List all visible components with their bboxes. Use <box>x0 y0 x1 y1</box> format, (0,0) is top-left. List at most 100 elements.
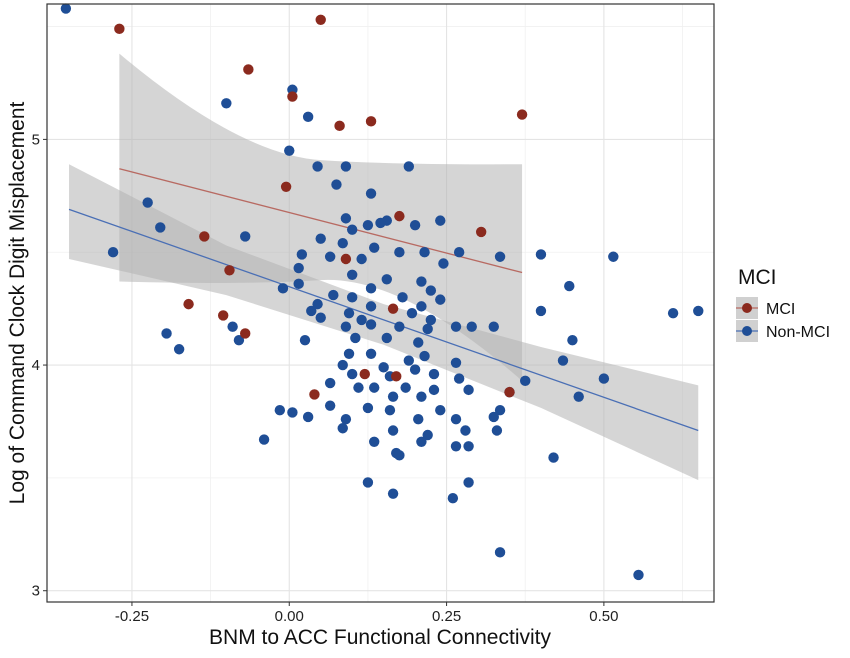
data-point-non-mci <box>416 276 427 287</box>
x-tick-label: 0.50 <box>589 608 618 625</box>
data-point-non-mci <box>296 249 308 260</box>
data-point-non-mci <box>466 321 477 332</box>
data-point-non-mci <box>362 402 374 414</box>
data-point-non-mci <box>463 441 474 452</box>
data-point-non-mci <box>227 321 238 332</box>
data-point-non-mci <box>343 307 355 319</box>
data-point-non-mci <box>463 384 474 396</box>
data-point-non-mci <box>491 425 503 436</box>
data-point-mci <box>315 14 326 25</box>
data-point-non-mci <box>337 238 348 249</box>
data-point-non-mci <box>438 258 449 269</box>
legend-key-dot-non-mci <box>742 326 752 336</box>
data-point-non-mci <box>488 411 499 423</box>
data-point-non-mci <box>328 289 339 301</box>
data-point-non-mci <box>403 161 415 172</box>
data-point-non-mci <box>324 377 336 389</box>
data-point-non-mci <box>693 305 704 317</box>
data-point-non-mci <box>365 301 377 312</box>
data-point-non-mci <box>312 161 323 172</box>
data-point-non-mci <box>381 332 392 344</box>
data-point-non-mci <box>324 400 336 411</box>
data-point-non-mci <box>287 407 298 418</box>
data-point-non-mci <box>369 242 380 253</box>
data-point-non-mci <box>453 247 465 258</box>
data-point-non-mci <box>346 368 358 380</box>
data-point-non-mci <box>378 362 389 373</box>
data-point-non-mci <box>233 335 245 346</box>
data-point-non-mci <box>564 280 575 292</box>
data-point-mci <box>504 386 515 398</box>
data-point-non-mci <box>428 368 440 380</box>
data-point-non-mci <box>302 411 314 423</box>
data-point-non-mci <box>397 292 408 303</box>
data-point-mci <box>309 389 320 400</box>
data-point-non-mci <box>394 247 405 258</box>
data-point-mci <box>475 226 487 238</box>
data-point-non-mci <box>365 319 377 330</box>
data-point-non-mci <box>274 404 286 416</box>
fit-line-non-mci <box>68 208 699 432</box>
data-point-non-mci <box>447 492 459 504</box>
data-point-non-mci <box>403 355 415 366</box>
data-point-non-mci <box>450 357 462 368</box>
data-point-mci <box>217 310 229 321</box>
data-point-non-mci <box>409 219 421 231</box>
data-point-non-mci <box>369 436 380 447</box>
y-tick-label: 5 <box>32 131 40 148</box>
data-point-non-mci <box>450 321 462 332</box>
data-point-non-mci <box>155 222 166 233</box>
data-point-non-mci <box>384 404 396 416</box>
data-point-non-mci <box>667 307 679 319</box>
data-point-non-mci <box>306 305 317 317</box>
data-point-non-mci <box>340 213 352 224</box>
data-point-non-mci <box>356 253 367 265</box>
x-tick-label: 0.25 <box>432 608 461 625</box>
data-point-non-mci <box>494 404 506 416</box>
data-point-non-mci <box>608 251 619 262</box>
data-point-mci <box>359 368 370 380</box>
data-point-non-mci <box>107 247 119 258</box>
data-point-non-mci <box>60 3 72 14</box>
data-point-non-mci <box>331 179 342 190</box>
data-point-non-mci <box>346 269 358 280</box>
data-point-non-mci <box>173 344 185 355</box>
data-point-non-mci <box>453 373 465 384</box>
data-point-non-mci <box>419 350 430 362</box>
data-point-non-mci <box>413 337 424 348</box>
data-point-non-mci <box>346 292 358 303</box>
data-point-non-mci <box>302 111 314 123</box>
data-point-non-mci <box>416 436 427 447</box>
data-point-mci <box>199 231 210 242</box>
confidence-bands <box>69 53 699 481</box>
data-point-non-mci <box>365 188 377 199</box>
data-point-non-mci <box>494 547 506 558</box>
data-point-non-mci <box>356 314 367 326</box>
confidence-band-mci <box>119 53 523 381</box>
data-point-non-mci <box>413 414 424 425</box>
data-point-non-mci <box>258 434 270 445</box>
data-point-non-mci <box>369 382 380 393</box>
data-point-non-mci <box>520 375 531 387</box>
data-point-non-mci <box>337 423 348 434</box>
data-point-non-mci <box>633 569 644 581</box>
data-point-non-mci <box>353 382 364 393</box>
data-point-non-mci <box>240 231 251 242</box>
data-point-non-mci <box>409 364 421 375</box>
confidence-band-non-mci <box>69 164 699 481</box>
data-point-non-mci <box>494 251 506 262</box>
x-axis-ticks: -0.25 0.00 0.25 0.50 <box>115 602 618 625</box>
data-point-non-mci <box>535 305 547 317</box>
data-point-non-mci <box>284 145 295 156</box>
data-point-non-mci <box>422 323 433 335</box>
legend-title: MCI <box>738 266 777 289</box>
data-point-mci <box>387 303 399 314</box>
data-points <box>60 3 704 581</box>
y-tick-label: 4 <box>32 357 40 374</box>
y-axis-title: Log of Command Clock Digit Misplacement <box>6 102 29 505</box>
y-axis-ticks: 3 4 5 <box>32 131 47 600</box>
y-tick-label: 3 <box>32 583 40 600</box>
data-point-non-mci <box>337 359 348 371</box>
data-point-non-mci <box>315 233 326 244</box>
